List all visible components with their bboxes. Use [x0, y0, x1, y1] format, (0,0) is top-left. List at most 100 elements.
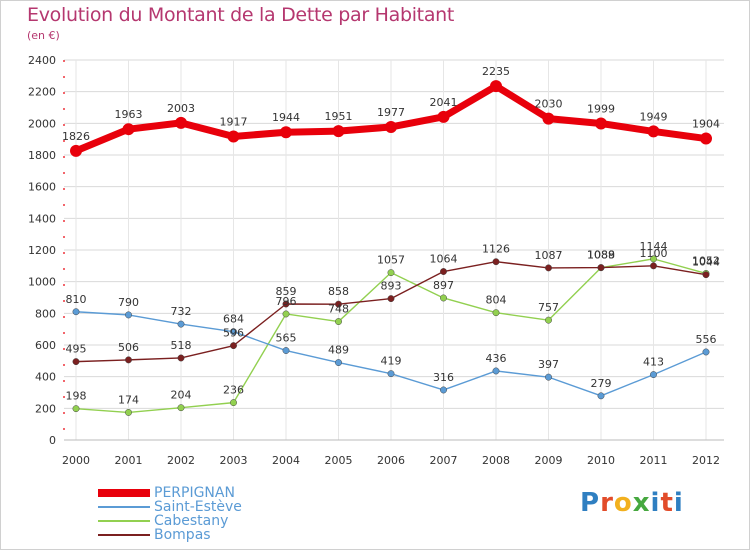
data-label: 2235 [482, 65, 510, 78]
data-point-saint-est-ve [702, 348, 710, 356]
x-tick-label: 2011 [640, 454, 668, 467]
data-label: 684 [223, 313, 244, 326]
data-label: 236 [223, 384, 244, 397]
data-label: 2003 [167, 102, 195, 115]
y-tick-label: 1800 [28, 149, 56, 162]
data-label: 1949 [640, 110, 668, 123]
data-point-bompas [72, 358, 80, 366]
x-tick-label: 2010 [587, 454, 615, 467]
data-point-perpignan [122, 123, 135, 136]
data-label: 1044 [692, 256, 720, 269]
data-label: 506 [118, 341, 139, 354]
data-label: 1977 [377, 106, 405, 119]
data-label: 1826 [62, 130, 90, 143]
data-point-bompas [125, 356, 132, 364]
logo-letter: o [613, 488, 633, 518]
data-point-perpignan [175, 116, 187, 129]
data-point-bompas [440, 268, 447, 275]
data-label: 748 [328, 303, 349, 316]
axes: 0 200 400 600 800 1000 1200 1400 1600 1800 2000 220… [28, 54, 724, 467]
legend-swatch-saint-esteve [98, 506, 150, 508]
data-label: 1144 [640, 240, 668, 253]
logo-letter: r [600, 488, 614, 518]
data-point-perpignan [647, 125, 660, 138]
data-point-saint-est-ve [72, 308, 80, 316]
data-label: 495 [66, 343, 87, 356]
data-label: 1951 [325, 110, 353, 123]
data-point-cabestany [335, 318, 342, 326]
data-label: 204 [171, 389, 192, 402]
data-label: 1999 [587, 102, 615, 115]
y-tick-label: 0 [49, 434, 56, 447]
data-label: 2041 [430, 96, 458, 109]
data-point-bompas [387, 295, 395, 303]
data-point-perpignan [70, 144, 82, 157]
x-tick-label: 2002 [167, 454, 195, 467]
data-point-saint-est-ve [597, 392, 605, 400]
data-point-perpignan [595, 117, 607, 130]
data-point-cabestany [440, 294, 447, 302]
data-point-saint-est-ve [650, 371, 657, 379]
legend-swatch-perpignan [98, 489, 150, 497]
data-label: 1963 [115, 108, 143, 121]
data-point-cabestany [650, 255, 657, 263]
data-label: 596 [223, 327, 244, 340]
data-point-perpignan [280, 126, 292, 139]
y-tick-label: 1000 [28, 276, 56, 289]
data-point-saint-est-ve [440, 386, 447, 394]
x-tick-label: 2003 [220, 454, 248, 467]
data-point-saint-est-ve [177, 320, 185, 328]
data-label: 565 [276, 332, 297, 345]
legend-label-bompas: Bompas [154, 527, 211, 543]
legend-label-perpignan: PERPIGNAN [154, 485, 235, 501]
data-label: 174 [118, 393, 139, 406]
y-tick-label: 200 [35, 402, 56, 415]
x-tick-label: 2008 [482, 454, 510, 467]
data-point-perpignan [700, 132, 712, 145]
data-label: 810 [66, 293, 87, 306]
data-point-perpignan [437, 110, 450, 123]
data-label: 198 [66, 390, 87, 403]
x-tick-label: 2012 [692, 454, 720, 467]
data-label: 316 [433, 371, 454, 384]
data-point-cabestany [72, 405, 80, 413]
legend-label-cabestany: Cabestany [154, 513, 229, 529]
data-point-saint-est-ve [125, 311, 132, 319]
x-tick-label: 2000 [62, 454, 90, 467]
logo-letter: i [650, 488, 661, 518]
data-point-perpignan [385, 120, 397, 133]
data-label: 1064 [430, 253, 458, 266]
data-point-saint-est-ve [335, 359, 342, 367]
logo-letter: i [673, 488, 684, 518]
logo-letter: P [580, 488, 601, 518]
data-point-perpignan [227, 130, 240, 143]
x-tick-label: 2005 [325, 454, 353, 467]
legend-swatch-cabestany [98, 520, 150, 522]
x-tick-label: 2004 [272, 454, 300, 467]
data-point-bompas [282, 300, 290, 308]
data-point-cabestany [492, 309, 500, 317]
data-label: 790 [118, 296, 139, 309]
chart-title: Evolution du Montant de la Dette par Hab… [27, 4, 455, 26]
y-tick-label: 1600 [28, 181, 56, 194]
data-label: 796 [276, 295, 297, 308]
data-point-bompas [650, 262, 657, 270]
data-label: 419 [381, 355, 402, 368]
data-labels: 1826 1963 2003 1917 1944 1951 1977 2041 2235 2030… [62, 65, 720, 406]
chart-subtitle: (en €) [27, 29, 60, 42]
data-point-bompas [177, 354, 185, 362]
data-label: 858 [328, 285, 349, 298]
data-point-saint-est-ve [545, 373, 552, 381]
y-tick-label: 1400 [28, 212, 56, 225]
data-point-saint-est-ve [282, 347, 290, 354]
data-label: 859 [276, 285, 297, 298]
y-tick-label: 800 [35, 307, 56, 320]
y-tick-label: 400 [35, 371, 56, 384]
data-point-cabestany [282, 310, 290, 318]
data-label: 1904 [692, 118, 720, 131]
data-point-perpignan [332, 125, 345, 138]
data-point-bompas [702, 271, 710, 279]
data-point-bompas [545, 264, 552, 272]
data-point-saint-est-ve [387, 370, 395, 378]
data-point-bompas [492, 258, 500, 266]
